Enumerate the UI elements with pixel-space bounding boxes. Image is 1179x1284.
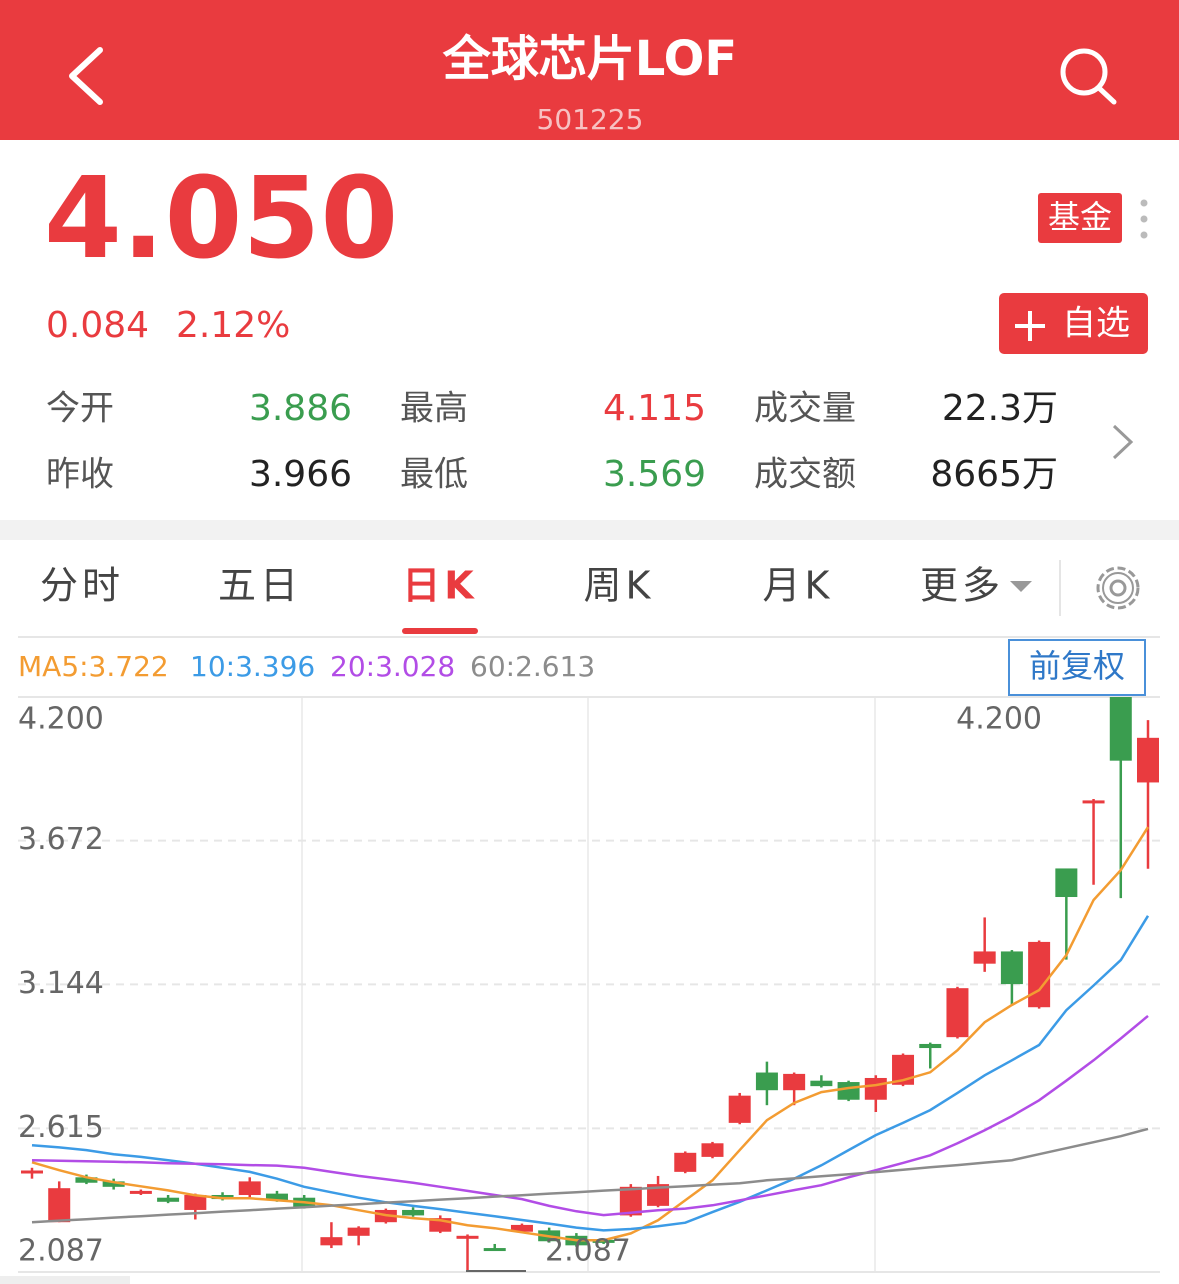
ma-line xyxy=(31,826,1150,1242)
stat-label: 最高 xyxy=(400,389,468,429)
badge: 基金 xyxy=(1048,198,1112,236)
candle-body xyxy=(1000,951,1023,985)
candle-body xyxy=(48,1188,71,1223)
scroll-strip xyxy=(0,1276,130,1284)
watch-label: 自选 xyxy=(1062,304,1130,344)
candle-body xyxy=(1082,800,1105,804)
fund-code: 501225 xyxy=(537,103,644,136)
ma-line xyxy=(31,1127,1149,1224)
legend-entry: 20:3.028 xyxy=(330,650,455,683)
more-menu[interactable] xyxy=(1140,199,1148,239)
tab-indicator xyxy=(402,628,478,634)
candle-body xyxy=(102,1181,125,1187)
candle-body xyxy=(755,1072,778,1091)
legend-entry: 60:2.613 xyxy=(470,650,595,683)
stat-label: 今开 xyxy=(46,389,114,429)
candle-body xyxy=(347,1227,370,1236)
candle-body xyxy=(1028,941,1051,1008)
candle-body xyxy=(837,1082,860,1100)
tab[interactable]: 五日 xyxy=(218,564,302,608)
change-percent: 2.12% xyxy=(176,305,290,346)
change: 0.084 xyxy=(46,305,149,346)
legend-entry: 10:3.396 xyxy=(190,650,315,683)
settings-button[interactable] xyxy=(1096,566,1140,610)
back-button[interactable] xyxy=(69,47,103,105)
candle-body xyxy=(211,1194,234,1200)
candle-body xyxy=(701,1143,724,1157)
price: 4.050 xyxy=(44,154,398,284)
stat-label: 昨收 xyxy=(46,455,114,495)
badge-bg xyxy=(1038,193,1122,243)
candle-body xyxy=(783,1073,806,1091)
separator xyxy=(0,520,1179,540)
candle-body xyxy=(1055,868,1078,898)
candle-body xyxy=(157,1197,180,1202)
dropdown-icon xyxy=(1010,581,1032,592)
stat-value: 3.569 xyxy=(603,454,706,495)
tab[interactable]: 日K xyxy=(402,564,477,608)
tabs: 分时 五日 日K 周K 月K 更多 xyxy=(40,564,1004,634)
stat-label: 成交额 xyxy=(754,455,856,495)
stat-label: 最低 xyxy=(400,455,468,495)
candle-body xyxy=(1109,697,1132,761)
legend-entry: MA5:3.722 xyxy=(18,650,169,683)
stat-value: 22.3万 xyxy=(942,388,1058,429)
candle-body xyxy=(919,1043,942,1049)
y-tick-label: 3.144 xyxy=(18,966,104,1001)
candle-body xyxy=(864,1077,887,1100)
stat-value: 4.115 xyxy=(603,388,706,429)
candle-body xyxy=(402,1209,425,1216)
extreme-label: 2.087 xyxy=(545,1234,631,1269)
adjust-label: 前复权 xyxy=(1029,647,1125,685)
title: 全球芯片LOF xyxy=(442,31,737,87)
y-tick-label: 4.200 xyxy=(18,702,104,737)
candle-body xyxy=(75,1177,98,1183)
stat-value: 8665万 xyxy=(930,454,1058,495)
candle-body xyxy=(456,1235,479,1239)
candle-body xyxy=(510,1224,533,1232)
tab[interactable]: 月K xyxy=(763,564,834,608)
stats-more[interactable] xyxy=(1112,424,1134,460)
ma-line xyxy=(31,1014,1149,1217)
stat-value: 3.966 xyxy=(249,454,352,495)
extreme-label: 4.200 xyxy=(956,702,1042,737)
ma-line xyxy=(31,915,1150,1232)
stat-value: 3.886 xyxy=(249,388,352,429)
y-tick-label: 3.672 xyxy=(18,822,104,857)
candle-body xyxy=(265,1193,288,1201)
candle-body xyxy=(973,951,996,964)
stat-label: 成交量 xyxy=(754,389,856,429)
kline-chart: 4.200 3.672 3.144 2.615 2.087 MA5:3.722 10:3.3… xyxy=(18,650,1160,1273)
candle-body xyxy=(184,1194,207,1210)
candle-body xyxy=(728,1095,751,1123)
candle-body xyxy=(619,1186,642,1216)
candle-body xyxy=(810,1080,833,1087)
candle-body xyxy=(483,1248,506,1252)
candle-body xyxy=(320,1237,343,1246)
y-tick-label: 2.615 xyxy=(18,1110,104,1145)
adjust-button[interactable]: 前复权 xyxy=(1008,639,1146,696)
candle-body xyxy=(129,1190,152,1194)
candle-body xyxy=(1137,737,1159,783)
candle-body xyxy=(21,1170,43,1174)
candle-body xyxy=(946,988,969,1038)
tab[interactable]: 更多 xyxy=(920,564,1004,608)
y-tick-label: 2.087 xyxy=(18,1234,104,1269)
candle-body xyxy=(647,1184,670,1206)
watch-button[interactable]: 自选 xyxy=(999,293,1148,354)
header-bar xyxy=(0,0,1179,140)
candle-body xyxy=(238,1181,261,1195)
tab[interactable]: 周K xyxy=(584,564,655,608)
search-button[interactable] xyxy=(1060,48,1117,105)
tab[interactable]: 分时 xyxy=(40,564,124,608)
candle-body xyxy=(674,1152,697,1172)
